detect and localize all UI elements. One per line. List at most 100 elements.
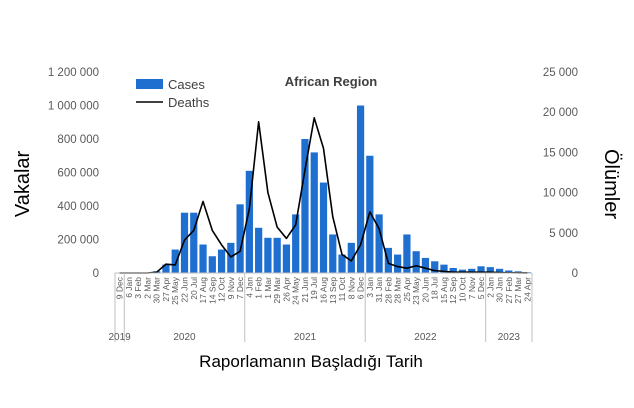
y-left-tick-label: 400 000 xyxy=(57,201,99,213)
bar-cases xyxy=(236,204,244,273)
x-tick-label: 7 Nov xyxy=(467,276,477,299)
legend-swatch-cases xyxy=(136,79,163,89)
bar-cases xyxy=(180,212,189,273)
x-tick-label: 20 Jul xyxy=(189,277,199,300)
x-tick-label: 22 Jun xyxy=(180,277,190,303)
bar-cases xyxy=(208,256,216,273)
plot-area: 0 200 000 400 000 600 000 800 000 1 000 000 1 … xyxy=(48,67,578,343)
y-right-tick-label: 5 000 xyxy=(549,228,578,240)
x-tick-label: 26 Apr xyxy=(281,277,291,302)
bar-cases xyxy=(394,254,402,273)
chart-title: African Region xyxy=(285,74,378,89)
x-tick-label: 7 Dec xyxy=(235,276,245,299)
x-tick-label: 4 Jan xyxy=(244,277,254,298)
x-tick-label: 24 May xyxy=(291,276,301,305)
y-left-tick-label: 0 xyxy=(93,268,99,280)
bar-cases xyxy=(440,264,448,274)
bar-cases xyxy=(486,267,494,273)
x-tick-label: 12 Sep xyxy=(448,277,458,304)
x-tick-label: 28 Feb xyxy=(383,277,393,304)
y-left-tick-label: 800 000 xyxy=(57,134,99,146)
bar-cases xyxy=(282,244,291,273)
bar-cases xyxy=(255,227,263,273)
bar-cases xyxy=(431,261,439,273)
x-tick-label: 30 Mar xyxy=(152,277,162,304)
y-right-tick-label: 25 000 xyxy=(543,67,578,79)
x-tick-label: 18 Jul xyxy=(430,277,440,300)
bar-cases xyxy=(171,249,179,273)
x-tick-label: 13 Sep xyxy=(328,277,338,304)
bar-cases xyxy=(190,212,198,273)
bar-cases xyxy=(199,244,207,273)
bar-cases xyxy=(403,234,411,273)
x-axis-label: Raporlamanın Başladığı Tarih xyxy=(199,352,423,371)
y-right-tick-label: 0 xyxy=(572,268,578,280)
x-tick-label: 27 Mar xyxy=(513,277,523,304)
x-tick-label: 2 Mar xyxy=(142,277,152,299)
x-tick-label: 25 May xyxy=(170,276,180,305)
x-tick-label: 3 Feb xyxy=(133,277,143,299)
y-right-tick-label: 10 000 xyxy=(543,188,578,200)
bar-cases xyxy=(495,268,504,273)
legend-label-cases: Cases xyxy=(168,77,205,92)
legend: Cases Deaths xyxy=(136,77,210,110)
x-tick-label: 23 May xyxy=(411,276,421,305)
x-tick-label: 9 Dec xyxy=(115,276,125,299)
bar-cases xyxy=(292,214,300,274)
y-left-tick-label: 200 000 xyxy=(57,235,99,247)
x-tick-label: 15 Aug xyxy=(439,277,449,304)
x-tick-label: 2 Jan xyxy=(485,277,495,298)
bar-cases xyxy=(468,268,476,273)
legend-label-deaths: Deaths xyxy=(168,95,210,110)
x-tick-label: 1 Feb xyxy=(254,277,264,299)
bar-cases xyxy=(301,139,309,273)
x-tick-label: 27 Apr xyxy=(161,277,171,302)
x-tick-label: 6 Dec xyxy=(356,276,366,299)
x-tick-label: 5 Dec xyxy=(476,276,486,299)
x-tick-label: 8 Nov xyxy=(346,276,356,299)
y-left-tick-label: 600 000 xyxy=(57,168,99,180)
bar-cases xyxy=(273,237,281,273)
x-tick-label: 27 Feb xyxy=(504,277,514,304)
bar-cases xyxy=(458,269,467,273)
bar-cases xyxy=(264,237,272,273)
line-deaths xyxy=(119,117,528,274)
x-tick-label: 25 Apr xyxy=(402,277,412,302)
x-tick-label: 17 Aug xyxy=(198,277,208,304)
y-left-tick-label: 1 000 000 xyxy=(48,101,99,113)
x-tick-label: 10 Oct xyxy=(458,276,468,302)
y-left-tick-label: 1 200 000 xyxy=(48,67,99,79)
y-right-tick-label: 15 000 xyxy=(543,147,578,159)
y-axis-left-label: Vakalar xyxy=(12,150,34,217)
bar-cases xyxy=(245,170,253,273)
bar-cases xyxy=(217,249,226,273)
year-label: 2019 xyxy=(109,332,132,343)
x-tick-label: 14 Sep xyxy=(207,277,217,304)
bar-cases xyxy=(356,105,365,273)
x-tick-label: 6 Jan xyxy=(124,277,134,298)
bar-cases xyxy=(477,266,485,273)
bar-cases xyxy=(227,242,235,273)
year-label: 2020 xyxy=(173,332,196,343)
x-tick-label: 16 Aug xyxy=(319,277,329,304)
bar-cases xyxy=(449,267,457,273)
x-tick-label: 3 Jan xyxy=(365,277,375,298)
x-tick-label: 19 Jul xyxy=(309,277,319,300)
bar-cases xyxy=(162,264,170,274)
bar-cases xyxy=(319,182,328,273)
bar-cases xyxy=(505,270,513,273)
x-tick-label: 1 Mar xyxy=(263,277,273,299)
x-tick-label: 30 Jan xyxy=(495,277,505,303)
x-tick-label: 11 Oct xyxy=(337,276,347,301)
bar-cases xyxy=(338,254,346,273)
bar-cases xyxy=(347,242,355,273)
y-axis-right-label: Ölümler xyxy=(600,149,622,219)
bar-cases xyxy=(329,234,337,273)
x-tick-label: 24 Apr xyxy=(522,277,532,302)
x-tick-label: 9 Nov xyxy=(226,276,236,299)
bar-cases xyxy=(375,214,383,274)
year-label: 2023 xyxy=(498,332,521,343)
bar-cases xyxy=(421,257,430,273)
year-label: 2022 xyxy=(414,332,437,343)
